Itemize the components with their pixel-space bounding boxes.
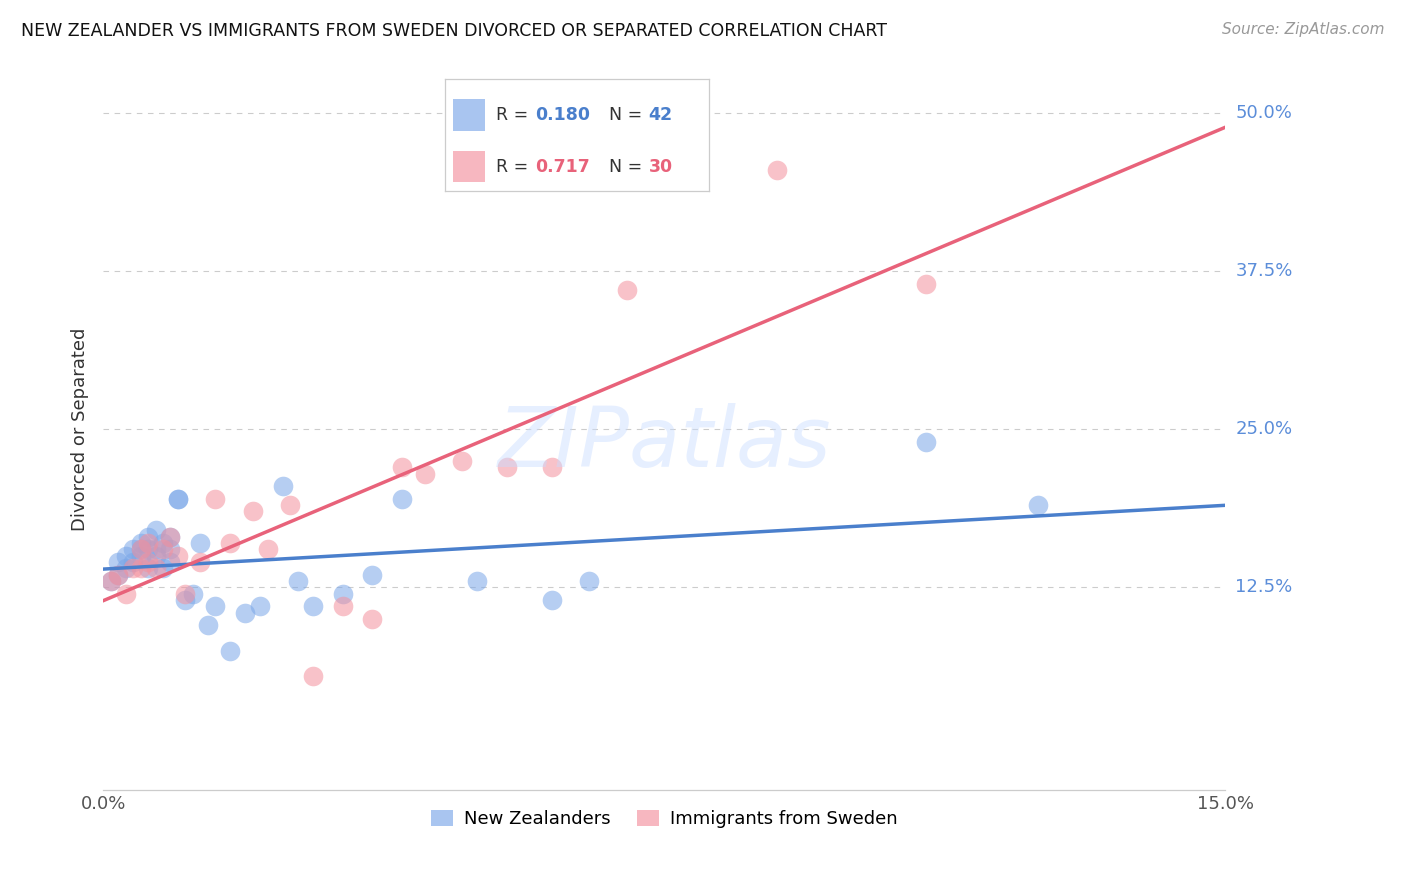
Point	[616, 283, 638, 297]
Point	[190, 555, 212, 569]
Point	[219, 643, 242, 657]
Point	[301, 669, 323, 683]
Point	[136, 542, 159, 557]
Point	[167, 491, 190, 506]
Point	[332, 587, 354, 601]
Point	[100, 574, 122, 588]
Point	[136, 561, 159, 575]
Point	[136, 530, 159, 544]
Point	[541, 460, 564, 475]
Point	[107, 567, 129, 582]
Point	[287, 574, 309, 588]
Point	[107, 555, 129, 569]
Point	[159, 530, 181, 544]
Text: 37.5%: 37.5%	[1236, 262, 1292, 280]
Point	[152, 536, 174, 550]
Legend: New Zealanders, Immigrants from Sweden: New Zealanders, Immigrants from Sweden	[425, 802, 904, 835]
Point	[451, 454, 474, 468]
Point	[391, 491, 413, 506]
Point	[152, 542, 174, 557]
Point	[249, 599, 271, 614]
Point	[915, 434, 938, 449]
Point	[167, 491, 190, 506]
Point	[204, 491, 226, 506]
Point	[219, 536, 242, 550]
Point	[391, 460, 413, 475]
Point	[129, 542, 152, 557]
Point	[129, 549, 152, 563]
Point	[122, 542, 145, 557]
Point	[361, 612, 384, 626]
Point	[145, 524, 167, 538]
Point	[496, 460, 519, 475]
Point	[107, 567, 129, 582]
Text: Source: ZipAtlas.com: Source: ZipAtlas.com	[1222, 22, 1385, 37]
Point	[159, 542, 181, 557]
Point	[129, 542, 152, 557]
Point	[765, 162, 787, 177]
Point	[167, 549, 190, 563]
Point	[174, 593, 197, 607]
Text: ZIPatlas: ZIPatlas	[498, 403, 831, 484]
Point	[915, 277, 938, 291]
Point	[136, 536, 159, 550]
Point	[256, 542, 278, 557]
Point	[145, 542, 167, 557]
Point	[114, 561, 136, 575]
Text: NEW ZEALANDER VS IMMIGRANTS FROM SWEDEN DIVORCED OR SEPARATED CORRELATION CHART: NEW ZEALANDER VS IMMIGRANTS FROM SWEDEN …	[21, 22, 887, 40]
Point	[129, 561, 152, 575]
Point	[145, 561, 167, 575]
Point	[332, 599, 354, 614]
Y-axis label: Divorced or Separated: Divorced or Separated	[72, 327, 89, 531]
Point	[301, 599, 323, 614]
Point	[242, 504, 264, 518]
Point	[413, 467, 436, 481]
Point	[136, 555, 159, 569]
Point	[122, 555, 145, 569]
Point	[278, 498, 301, 512]
Point	[100, 574, 122, 588]
Point	[152, 561, 174, 575]
Point	[114, 549, 136, 563]
Point	[578, 574, 600, 588]
Text: 25.0%: 25.0%	[1236, 420, 1292, 438]
Text: 12.5%: 12.5%	[1236, 578, 1292, 597]
Point	[129, 536, 152, 550]
Point	[465, 574, 488, 588]
Point	[174, 587, 197, 601]
Point	[122, 561, 145, 575]
Point	[181, 587, 204, 601]
Point	[145, 549, 167, 563]
Point	[197, 618, 219, 632]
Point	[233, 606, 256, 620]
Point	[159, 555, 181, 569]
Text: 50.0%: 50.0%	[1236, 103, 1292, 122]
Point	[361, 567, 384, 582]
Point	[190, 536, 212, 550]
Point	[159, 530, 181, 544]
Point	[541, 593, 564, 607]
Point	[114, 587, 136, 601]
Point	[271, 479, 294, 493]
Point	[204, 599, 226, 614]
Point	[1028, 498, 1050, 512]
